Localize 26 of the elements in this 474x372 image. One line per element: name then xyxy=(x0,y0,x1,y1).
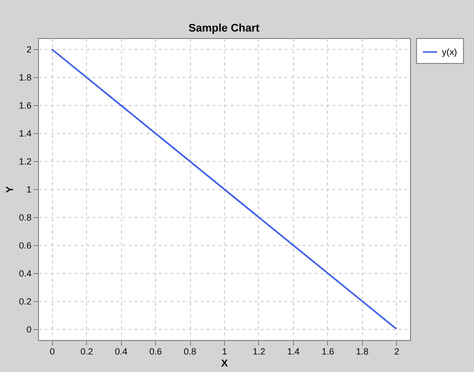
y-tick-label: 0 xyxy=(26,324,32,334)
x-tick-label: 1.6 xyxy=(322,346,334,356)
x-tick-label: 0.6 xyxy=(149,346,162,356)
y-tick-label: 0.4 xyxy=(18,268,32,278)
x-tick-label: 1.8 xyxy=(356,346,369,356)
x-tick-label: 0 xyxy=(50,346,55,356)
y-tick-label: 1.2 xyxy=(18,156,32,167)
y-tick-label: 1.6 xyxy=(18,100,32,111)
y-axis-title: Y xyxy=(4,186,16,193)
x-tick-label: 1.2 xyxy=(252,346,266,356)
y-tick-label: 1 xyxy=(26,184,32,194)
y-tick-label: 0.2 xyxy=(18,296,32,306)
x-tick-label: 1.4 xyxy=(287,346,300,356)
y-tick-label: 0.6 xyxy=(18,240,32,250)
legend-label: y(x) xyxy=(442,47,457,57)
chart-title: Sample Chart xyxy=(188,22,260,34)
x-tick-label: 0.4 xyxy=(114,346,128,356)
y-tick-label: 2 xyxy=(26,44,32,55)
x-tick-label: 0.8 xyxy=(184,346,196,356)
x-tick-label: 2 xyxy=(394,346,400,356)
x-axis-title: X xyxy=(221,358,228,370)
y-tick-label: 0.8 xyxy=(18,212,32,222)
y-tick-label: 1.4 xyxy=(18,128,32,139)
x-tick-label: 1 xyxy=(222,346,228,356)
x-tick-label: 0.2 xyxy=(80,346,93,356)
y-tick-label: 1.8 xyxy=(18,72,32,83)
